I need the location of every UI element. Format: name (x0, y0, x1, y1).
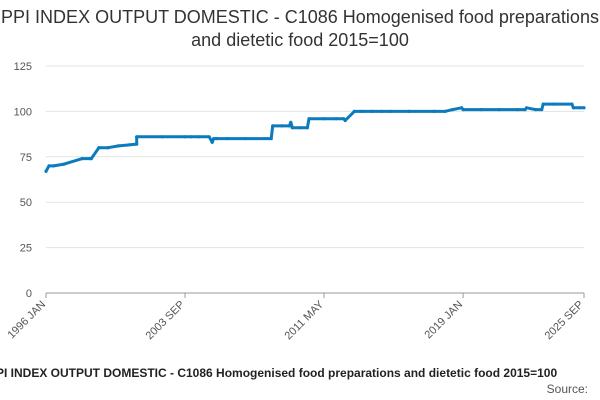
data-point (290, 126, 294, 130)
data-point (479, 108, 483, 112)
data-point (243, 137, 248, 141)
data-point (360, 109, 364, 113)
data-point (89, 157, 93, 161)
data-point (80, 157, 84, 161)
data-point (525, 106, 529, 110)
data-point (197, 135, 201, 139)
data-point (97, 146, 101, 150)
data-point (570, 102, 574, 106)
data-point (322, 117, 326, 121)
data-point (370, 109, 374, 113)
data-point (44, 169, 48, 173)
data-point (189, 135, 193, 139)
data-point (62, 162, 66, 166)
data-point (307, 117, 311, 121)
data-point (540, 108, 544, 112)
data-point (461, 108, 465, 112)
data-point (160, 135, 164, 139)
y-tick-label: 25 (20, 243, 32, 255)
y-tick-label: 125 (14, 61, 32, 73)
data-point (271, 124, 275, 128)
data-point (287, 124, 291, 128)
data-point (210, 140, 214, 144)
data-point (106, 146, 110, 150)
x-tick-label: 2011 MAY (283, 298, 327, 342)
data-point (343, 118, 347, 123)
data-point (407, 109, 411, 113)
data-point (515, 108, 520, 112)
data-point (280, 124, 284, 128)
data-point (225, 137, 229, 141)
data-point (334, 117, 338, 121)
data-point (582, 106, 586, 110)
data-point (497, 108, 501, 112)
y-tick-label: 0 (26, 288, 32, 300)
data-point (135, 135, 139, 139)
series-layer (44, 102, 586, 173)
y-tick-label: 50 (20, 197, 32, 209)
x-tick-label: 1996 JAN (5, 299, 48, 342)
data-point (389, 109, 393, 113)
data-point (52, 164, 56, 168)
data-point (534, 108, 538, 112)
y-tick-label: 75 (20, 152, 32, 164)
data-point (379, 109, 384, 113)
x-tick-label: 2003 SEP (144, 299, 188, 343)
data-point (183, 135, 187, 139)
footer-source: Source: (546, 382, 588, 396)
data-point (352, 109, 356, 113)
grid-layer (46, 65, 584, 249)
data-point (571, 106, 576, 110)
data-point (432, 109, 436, 113)
data-point (552, 102, 556, 106)
data-point (47, 164, 51, 168)
data-point (298, 126, 302, 130)
x-tick-label: 2025 SEP (543, 299, 587, 343)
data-point (215, 137, 219, 141)
data-point (212, 137, 216, 141)
data-point (443, 109, 447, 113)
label-layer: 0 25 50 75 100 125 1996 JAN 2003 SEP 2011 MAY 201… (5, 61, 586, 342)
data-point (541, 102, 545, 106)
y-tick-label: 100 (14, 106, 32, 118)
data-point (269, 137, 273, 141)
chart-title: PPI INDEX OUTPUT DOMESTIC - C1086 Homoge… (1, 7, 599, 50)
x-tick-label: 2019 JAN (423, 299, 466, 342)
data-point (577, 106, 582, 110)
data-point (450, 108, 455, 112)
series-line (44, 102, 586, 173)
data-point (289, 120, 293, 124)
data-point (116, 144, 121, 148)
axis-layer (45, 292, 585, 298)
data-point (135, 142, 139, 146)
data-point (207, 135, 211, 139)
data-point (305, 126, 309, 130)
footer-caption: PPI INDEX OUTPUT DOMESTIC - C1086 Homoge… (0, 366, 558, 380)
